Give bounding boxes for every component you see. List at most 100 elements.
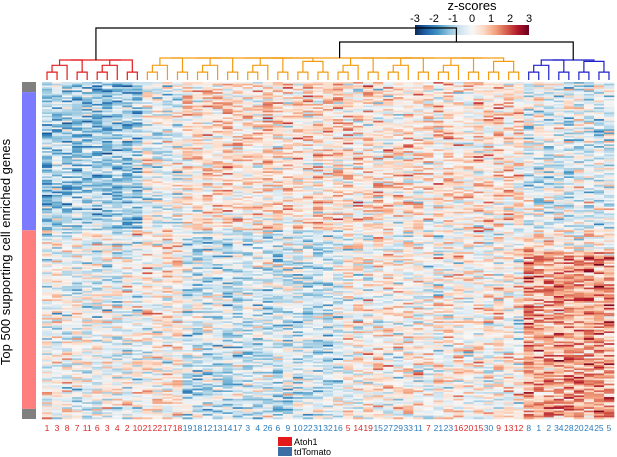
heatmap-cell [373, 157, 384, 160]
heatmap-cell [312, 95, 324, 98]
heatmap-cell [252, 83, 264, 86]
heatmap-cell [533, 156, 545, 159]
heatmap-cell [573, 176, 585, 179]
heatmap-cell [343, 201, 354, 204]
heatmap-cell [272, 189, 284, 192]
heatmap-cell [343, 132, 354, 135]
heatmap-cell [322, 100, 334, 103]
heatmap-cell [212, 181, 223, 184]
heatmap-cell [383, 167, 394, 170]
heatmap-cell [453, 100, 464, 103]
heatmap-cell [192, 208, 203, 211]
heatmap-cell [242, 196, 254, 199]
heatmap-cell [132, 183, 143, 186]
heatmap-cell [142, 134, 153, 137]
heatmap-cell [393, 97, 404, 100]
heatmap-cell [272, 98, 284, 101]
heatmap-cell [553, 164, 565, 167]
heatmap-cell [52, 191, 63, 194]
heatmap-cell [222, 117, 233, 120]
heatmap-cell [333, 159, 344, 162]
heatmap-cell [262, 213, 274, 216]
heatmap-cell [423, 167, 434, 170]
heatmap-cell [182, 149, 193, 152]
heatmap-cell [493, 142, 504, 145]
heatmap-cell [152, 186, 163, 189]
heatmap-cell [463, 154, 474, 157]
heatmap-cell [603, 196, 615, 199]
heatmap-cell [403, 199, 414, 202]
heatmap-cell [563, 124, 575, 127]
heatmap-cell [603, 167, 615, 170]
heatmap-cell [513, 194, 524, 197]
heatmap-cell [513, 140, 524, 143]
heatmap-cell [202, 105, 213, 108]
heatmap-cell [222, 184, 233, 187]
heatmap-cell [443, 117, 454, 120]
heatmap-cell [92, 176, 103, 179]
heatmap-cell [172, 110, 183, 113]
heatmap-cell [112, 82, 123, 84]
heatmap-cell [353, 98, 364, 101]
heatmap-cell [343, 122, 354, 125]
heatmap-cell [92, 161, 103, 164]
heatmap-cell [593, 97, 605, 100]
heatmap-cell [573, 189, 585, 192]
heatmap-cell [202, 162, 213, 165]
heatmap-cell [132, 97, 143, 100]
heatmap-cell [142, 203, 153, 206]
heatmap-cell [593, 176, 605, 179]
heatmap-cell [192, 171, 203, 174]
heatmap-cell [423, 135, 434, 138]
heatmap-cell [493, 198, 504, 201]
heatmap-cell [152, 93, 163, 96]
heatmap-cell [232, 110, 244, 113]
heatmap-cell [593, 115, 605, 118]
heatmap-cell [52, 115, 63, 118]
heatmap-cell [353, 211, 364, 214]
heatmap-cell [302, 100, 314, 103]
heatmap-cell [493, 174, 504, 177]
heatmap-cell [112, 189, 123, 192]
heatmap-cell [192, 198, 203, 201]
heatmap-cell [72, 149, 83, 152]
heatmap-cell [493, 186, 504, 189]
heatmap-cell [593, 208, 605, 211]
heatmap-cell [102, 82, 113, 84]
heatmap-cell [272, 108, 284, 111]
heatmap-cell [222, 162, 233, 165]
heatmap-cell [533, 216, 545, 219]
heatmap-cell [533, 112, 545, 115]
heatmap-cell [333, 105, 344, 108]
heatmap-cell [52, 216, 63, 219]
heatmap-cell [262, 151, 274, 154]
heatmap-cell [563, 216, 575, 219]
heatmap-cell [112, 215, 123, 218]
heatmap-cell [52, 215, 63, 218]
heatmap-cell [433, 191, 444, 194]
heatmap-cell [152, 134, 163, 137]
heatmap-cell [102, 129, 113, 132]
heatmap-cell [192, 215, 203, 218]
heatmap-cell [112, 130, 123, 133]
heatmap-cell [322, 196, 334, 199]
heatmap-cell [192, 82, 203, 84]
heatmap-cell [383, 120, 394, 123]
heatmap-cell [583, 178, 595, 181]
heatmap-cell [322, 184, 334, 187]
heatmap-cell [162, 206, 173, 209]
heatmap-cell [373, 218, 384, 221]
heatmap-cell [252, 87, 264, 90]
heatmap-cell [573, 130, 585, 133]
heatmap-cell [453, 92, 464, 95]
heatmap-cell [142, 181, 153, 184]
heatmap-cell [262, 87, 274, 90]
heatmap-cell [593, 216, 605, 219]
heatmap-cell [72, 142, 83, 145]
heatmap-cell [152, 216, 163, 219]
heatmap-cell [52, 193, 63, 196]
heatmap-cell [102, 105, 113, 108]
heatmap-cell [543, 218, 555, 221]
heatmap-cell [363, 194, 374, 197]
heatmap-cell [152, 181, 163, 184]
